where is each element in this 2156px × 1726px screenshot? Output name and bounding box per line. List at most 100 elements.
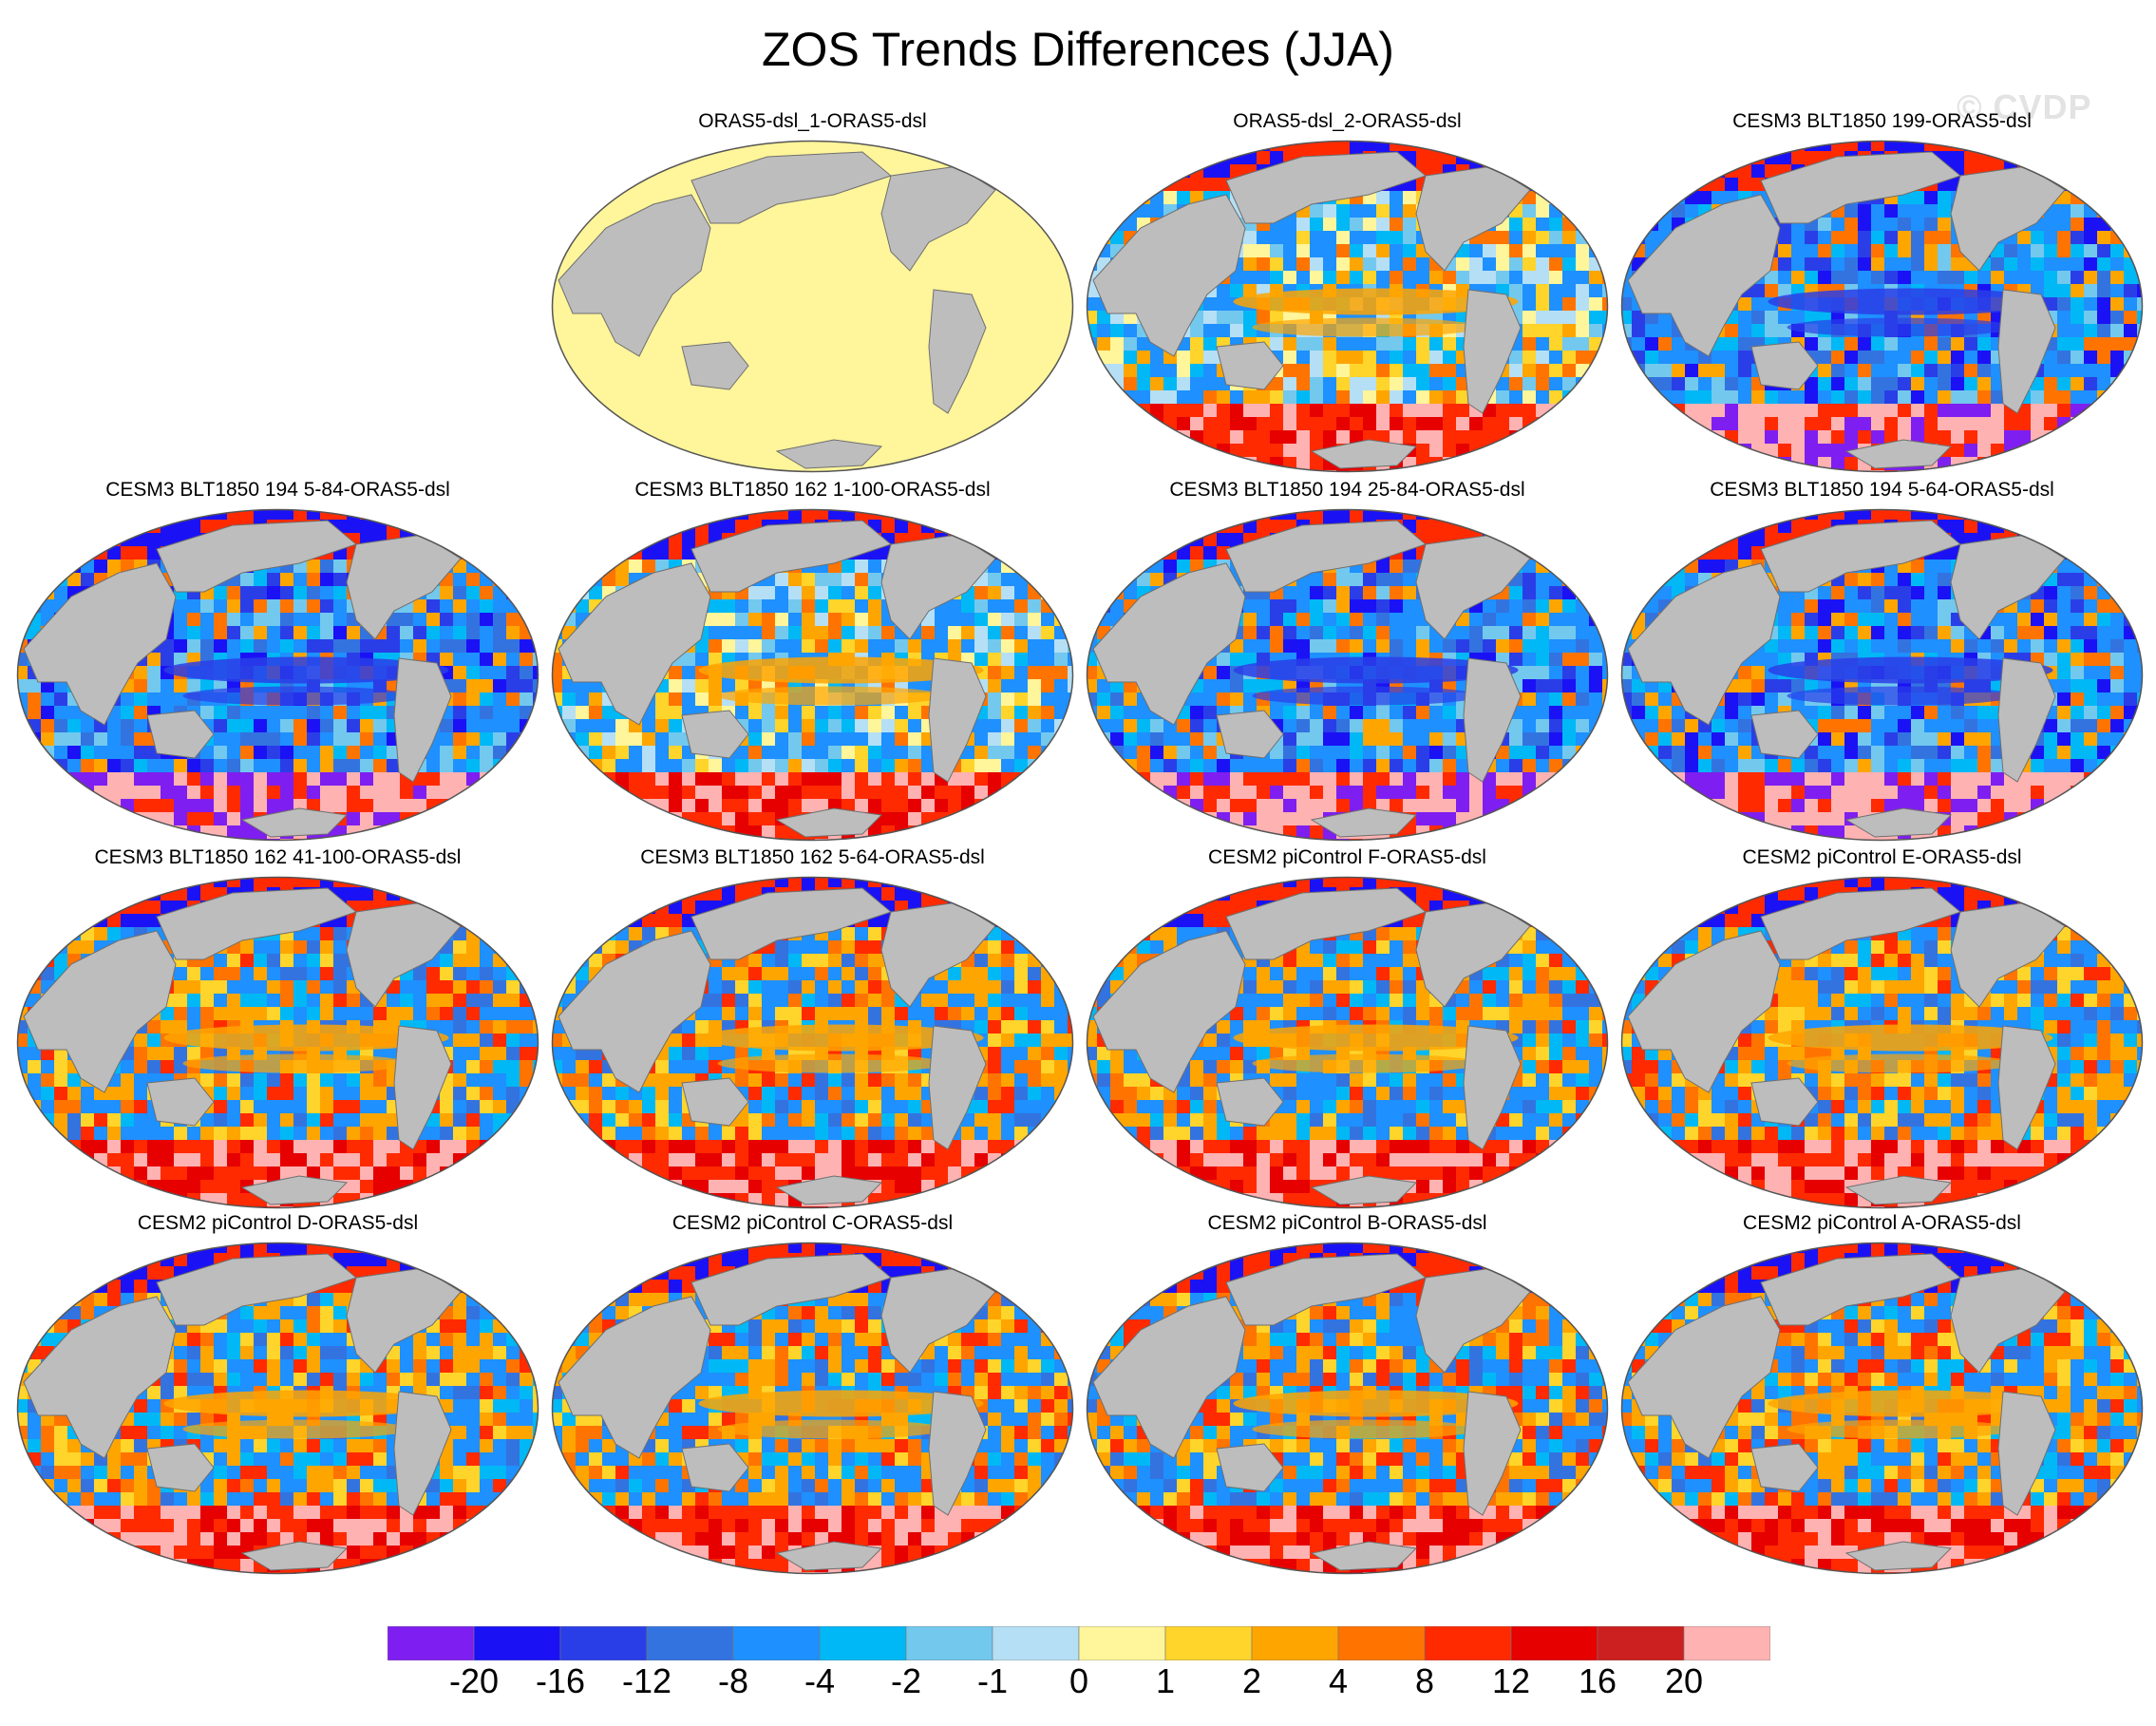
land-mass <box>1844 439 1953 469</box>
map-panel: CESM3 BLT1850 194 25-84-ORAS5-dsl <box>1084 478 1611 844</box>
land-mass <box>558 1296 711 1459</box>
land-mass <box>681 341 749 390</box>
land-mass <box>1216 1443 1284 1492</box>
map-boundary <box>551 1242 1074 1575</box>
world-map <box>16 1242 539 1575</box>
land-mass <box>690 887 893 960</box>
world-map <box>1620 876 2144 1209</box>
world-map <box>551 140 1074 473</box>
land-mass <box>928 657 987 783</box>
colorbar-tick-label: 1 <box>1155 1661 1176 1700</box>
land-mass <box>775 1541 883 1571</box>
figure-title: ZOS Trends Differences (JJA) <box>762 23 1394 76</box>
land-mass <box>393 1025 452 1150</box>
colorbar-tick-label: 8 <box>1414 1661 1435 1700</box>
map-boundary <box>1086 1242 1609 1575</box>
land-mass <box>393 657 452 783</box>
land-mass <box>1997 1025 2056 1150</box>
land-mass <box>240 1541 349 1571</box>
world-map <box>551 1242 1074 1575</box>
world-map <box>1086 876 1609 1209</box>
land-mass <box>1225 887 1428 960</box>
colorbar-swatch <box>1683 1626 1770 1660</box>
colorbar-tick-label: -8 <box>717 1661 748 1700</box>
land-mass <box>928 289 987 414</box>
colorbar-tick-label: -16 <box>535 1661 586 1700</box>
land-mass <box>156 1253 358 1326</box>
land-mass <box>558 194 711 357</box>
colorbar-swatch <box>559 1626 648 1660</box>
world-map <box>551 876 1074 1209</box>
world-map <box>1620 508 2144 842</box>
colorbar-tick-label: 0 <box>1069 1661 1089 1700</box>
colorbar-swatch <box>1597 1626 1685 1660</box>
map-boundary <box>16 1242 539 1575</box>
colorbar-swatch <box>905 1626 993 1660</box>
map-boundary <box>551 876 1074 1209</box>
land-mass <box>1750 1077 1819 1127</box>
land-mass <box>681 1443 749 1492</box>
land-mass <box>681 1077 749 1127</box>
colorbar-swatch <box>1164 1626 1253 1660</box>
map-panel: CESM3 BLT1850 162 1-100-ORAS5-dsl <box>549 478 1076 844</box>
land-mass <box>1092 1296 1246 1459</box>
colorbar-swatch <box>473 1626 561 1660</box>
map-panel: CESM3 BLT1850 162 5-64-ORAS5-dsl <box>549 845 1076 1211</box>
panel-title: CESM3 BLT1850 162 5-64-ORAS5-dsl <box>640 846 985 868</box>
land-mass <box>1216 341 1284 390</box>
world-map <box>1620 140 2144 473</box>
map-panel: CESM3 BLT1850 199-ORAS5-dsl <box>1618 109 2146 475</box>
map-boundary <box>551 508 1074 842</box>
map-panel: CESM2 piControl B-ORAS5-dsl <box>1084 1211 1611 1577</box>
colorbar-tick-label: -12 <box>621 1661 672 1700</box>
cvdp-watermark: © CVDP <box>1957 87 2092 126</box>
land-mass <box>681 710 749 759</box>
land-mass <box>1760 1253 1962 1326</box>
land-mass <box>1092 562 1246 726</box>
colorbar-tick-label: 20 <box>1664 1661 1704 1700</box>
land-mass <box>1750 710 1819 759</box>
land-mass <box>23 562 177 726</box>
land-mass <box>928 1025 987 1150</box>
panel-title: CESM2 piControl B-ORAS5-dsl <box>1207 1212 1487 1234</box>
land-mass <box>240 807 349 838</box>
map-panel: CESM2 piControl F-ORAS5-dsl <box>1084 845 1611 1211</box>
land-mass <box>1225 1253 1428 1326</box>
colorbar-swatch <box>388 1626 475 1660</box>
land-mass <box>1760 151 1962 224</box>
land-mass <box>1760 887 1962 960</box>
panel-title: CESM3 BLT1850 162 41-100-ORAS5-dsl <box>94 846 462 868</box>
world-map <box>1620 1242 2144 1575</box>
colorbar-swatch <box>1078 1626 1166 1660</box>
colorbar-tick-label: 16 <box>1578 1661 1617 1700</box>
colorbar-tick-label: 2 <box>1241 1661 1262 1700</box>
land-mass <box>1310 1175 1418 1205</box>
land-mass <box>156 887 358 960</box>
land-mass <box>1463 1391 1522 1516</box>
map-panel: CESM2 piControl A-ORAS5-dsl <box>1618 1211 2146 1577</box>
colorbar-tick-label: -2 <box>890 1661 921 1700</box>
map-boundary <box>1620 1242 2144 1575</box>
land-mass <box>1627 194 1781 357</box>
land-mass <box>146 1077 215 1127</box>
land-mass <box>1627 930 1781 1093</box>
world-map <box>1086 140 1609 473</box>
map-panel: CESM2 piControl E-ORAS5-dsl <box>1618 845 2146 1211</box>
land-mass <box>690 1253 893 1326</box>
land-mass <box>1844 1541 1953 1571</box>
world-map <box>16 508 539 842</box>
map-panel: ORAS5-dsl_2-ORAS5-dsl <box>1084 109 1611 475</box>
map-boundary <box>1086 140 1609 473</box>
map-boundary <box>1620 508 2144 842</box>
map-panel: CESM2 piControl C-ORAS5-dsl <box>549 1211 1076 1577</box>
panel-title: CESM2 piControl C-ORAS5-dsl <box>671 1212 954 1234</box>
land-mass <box>775 439 883 469</box>
land-mass <box>1463 657 1522 783</box>
colorbar-swatch <box>732 1626 821 1660</box>
colorbar-swatch <box>1424 1626 1512 1660</box>
panel-title: ORAS5-dsl_2-ORAS5-dsl <box>1233 110 1462 132</box>
land-mass <box>775 1175 883 1205</box>
colorbar-swatch <box>1337 1626 1426 1660</box>
land-mass <box>1225 151 1428 224</box>
map-boundary <box>551 140 1074 473</box>
